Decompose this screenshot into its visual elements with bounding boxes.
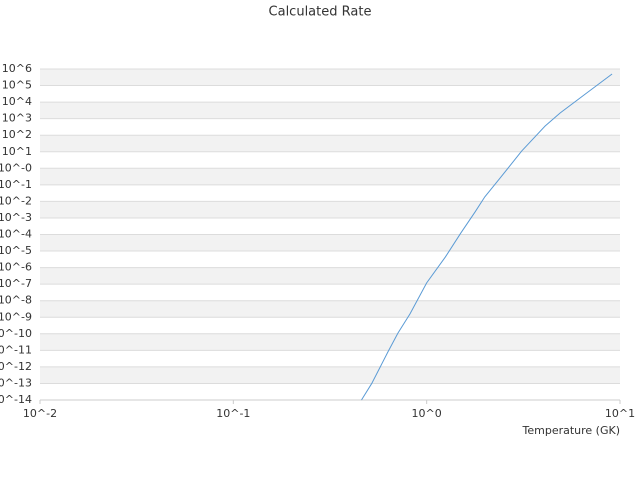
x-tick-label: 10^-2 <box>23 407 57 420</box>
y-tick-label: 10^4 <box>2 95 32 108</box>
y-tick-label: 10^-4 <box>0 228 32 241</box>
y-tick-label: 10^-3 <box>0 211 32 224</box>
y-tick-label: 10^-6 <box>0 261 32 274</box>
x-tick-label: 10^0 <box>412 407 442 420</box>
grid-band <box>40 102 620 119</box>
y-tick-label: 10^-1 <box>0 178 32 191</box>
grid-band <box>40 300 620 318</box>
grid-band <box>40 201 620 218</box>
y-tick-label: 10^5 <box>2 79 32 92</box>
y-tick-label: 10^-11 <box>0 343 32 356</box>
x-tick-label: 10^-1 <box>216 407 250 420</box>
y-tick-label: 10^6 <box>2 62 32 75</box>
chart-title: Calculated Rate <box>269 5 372 20</box>
y-tick-label: 10^-7 <box>0 277 32 290</box>
x-tick-label: 10^1 <box>605 407 635 420</box>
x-axis-label: Temperature (GK) <box>522 424 621 437</box>
y-tick-label: 10^2 <box>2 128 32 141</box>
y-tick-label: 10^-13 <box>0 376 32 389</box>
grid-band <box>40 234 620 252</box>
grid-band <box>40 168 620 185</box>
y-tick-label: 10^-5 <box>0 244 32 257</box>
y-tick-label: 10^-12 <box>0 360 32 373</box>
y-tick-label: 10^-8 <box>0 294 32 307</box>
grid-band <box>40 333 620 351</box>
data-line <box>361 73 613 401</box>
y-tick-label: 10^1 <box>2 145 32 158</box>
y-tick-label: 10^-2 <box>0 194 32 207</box>
y-tick-label: 10^3 <box>2 112 32 125</box>
y-tick-label: 10^-0 <box>0 161 32 174</box>
grid-band <box>40 267 620 285</box>
y-tick-label: 10^-10 <box>0 327 32 340</box>
y-tick-label: 10^-14 <box>0 393 32 406</box>
y-tick-label: 10^-9 <box>0 310 32 323</box>
grid-band <box>40 366 620 384</box>
grid-band <box>40 69 620 86</box>
grid-band <box>40 135 620 152</box>
